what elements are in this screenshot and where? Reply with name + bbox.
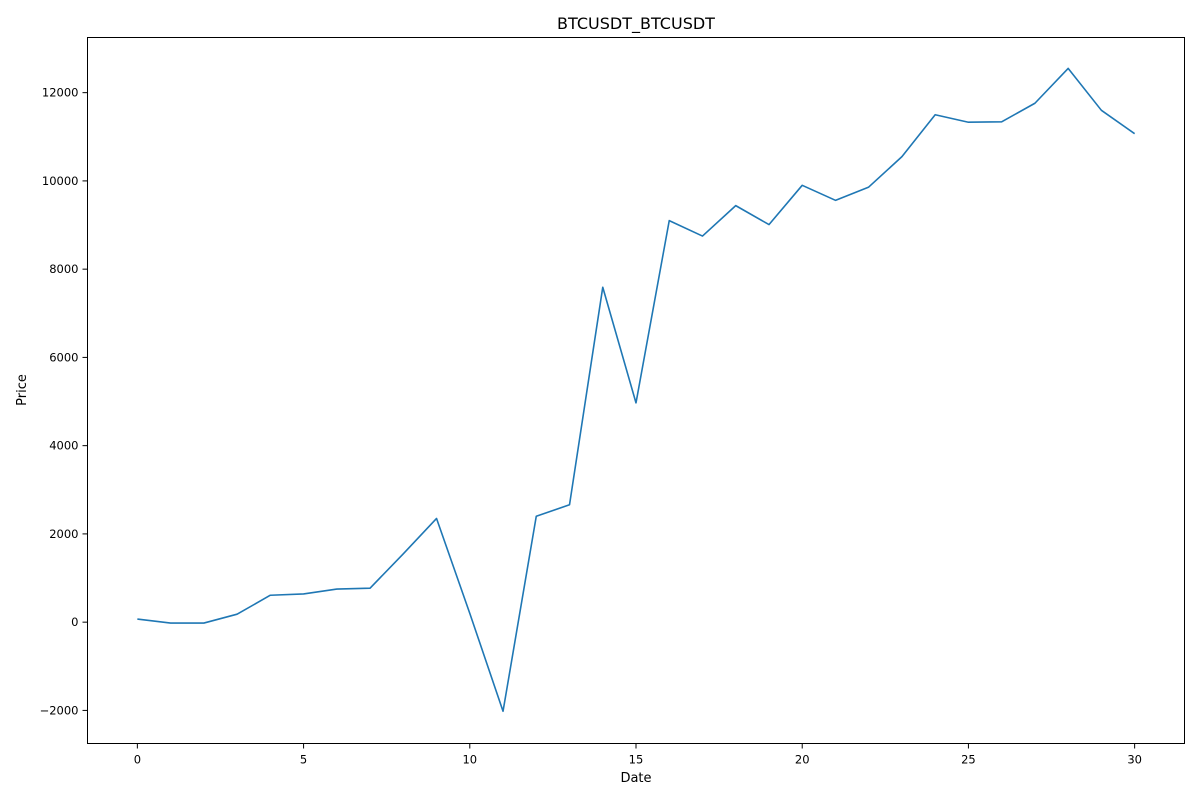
y-tick-label: −2000 <box>40 703 79 717</box>
series-layer <box>137 67 1136 713</box>
x-axis: 0 5 10 15 20 25 30 <box>134 743 1142 767</box>
y-tick-label: 2000 <box>49 527 78 541</box>
y-tick-label: 0 <box>71 615 78 629</box>
x-tick-label: 0 <box>134 753 141 767</box>
x-tick-label: 15 <box>629 753 644 767</box>
x-axis-label: Date <box>620 771 651 786</box>
y-axis: −2000 0 2000 4000 6000 8000 10000 12000 <box>40 86 88 717</box>
y-tick-label: 4000 <box>49 439 78 453</box>
series-line-0 <box>137 67 1136 713</box>
x-tick-label: 30 <box>1127 753 1142 767</box>
x-tick-label: 5 <box>300 753 307 767</box>
y-tick-label: 6000 <box>49 350 78 364</box>
x-tick-label: 20 <box>795 753 810 767</box>
y-tick-label: 10000 <box>42 174 79 188</box>
y-tick-label: 12000 <box>42 86 79 100</box>
plot-area: 0 5 10 15 20 25 30 −2000 0 2000 4000 6000 8000 10000… <box>40 37 1185 767</box>
y-tick-label: 8000 <box>49 262 78 276</box>
chart-title: BTCUSDT_BTCUSDT <box>557 14 715 34</box>
axes-frame <box>87 37 1185 744</box>
x-tick-label: 25 <box>961 753 976 767</box>
x-tick-label: 10 <box>462 753 477 767</box>
y-axis-label: Price <box>15 374 30 406</box>
